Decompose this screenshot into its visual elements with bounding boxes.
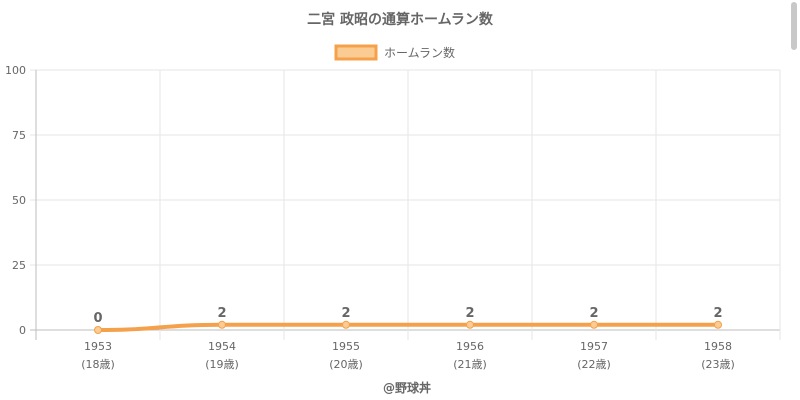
data-point bbox=[590, 320, 598, 329]
y-tick-label: 0 bbox=[19, 324, 26, 337]
x-tick-sublabel: (22歳) bbox=[577, 358, 611, 371]
series-marks: 0 2 2 2 2 2 bbox=[93, 306, 723, 334]
y-tick-label: 75 bbox=[12, 129, 26, 142]
x-tick-sublabel: (23歳) bbox=[701, 358, 735, 371]
x-tick-label: 1953 bbox=[84, 340, 112, 353]
chart-title: 二宮 政昭の通算ホームラン数 bbox=[307, 11, 494, 28]
legend-label: ホームラン数 bbox=[384, 45, 455, 60]
legend[interactable]: ホームラン数 bbox=[334, 44, 455, 61]
data-label: 2 bbox=[465, 306, 474, 321]
y-tick-label: 50 bbox=[12, 194, 26, 207]
x-tick-sublabel: (21歳) bbox=[453, 358, 487, 371]
y-tick-label: 25 bbox=[12, 259, 26, 272]
x-tick-sublabel: (18歳) bbox=[81, 358, 115, 371]
data-label: 2 bbox=[341, 306, 350, 321]
data-label: 2 bbox=[713, 306, 722, 321]
legend-swatch bbox=[334, 44, 378, 61]
x-tick-label: 1955 bbox=[332, 340, 360, 353]
x-tick-sublabel: (20歳) bbox=[329, 358, 363, 371]
data-point bbox=[218, 320, 226, 329]
series-line bbox=[97, 322, 718, 332]
data-point bbox=[94, 326, 102, 334]
credit-label: @野球丼 bbox=[383, 380, 431, 395]
axes: 0 25 50 75 100 1953 (18歳) 1954 (19歳) 1955 (20歳) 195… bbox=[5, 64, 735, 371]
x-tick-label: 1954 bbox=[208, 340, 236, 353]
data-point bbox=[714, 320, 722, 329]
data-label: 2 bbox=[589, 306, 598, 321]
y-tick-label: 100 bbox=[5, 64, 26, 77]
x-tick-label: 1956 bbox=[456, 340, 484, 353]
data-point bbox=[466, 320, 474, 329]
scrollbar-thumb[interactable] bbox=[791, 2, 797, 50]
data-point bbox=[342, 320, 350, 329]
data-label: 0 bbox=[93, 311, 102, 326]
x-tick-label: 1957 bbox=[580, 340, 608, 353]
grid bbox=[30, 69, 781, 340]
x-tick-label: 1958 bbox=[704, 340, 732, 353]
x-tick-sublabel: (19歳) bbox=[205, 358, 239, 371]
data-label: 2 bbox=[217, 306, 226, 321]
